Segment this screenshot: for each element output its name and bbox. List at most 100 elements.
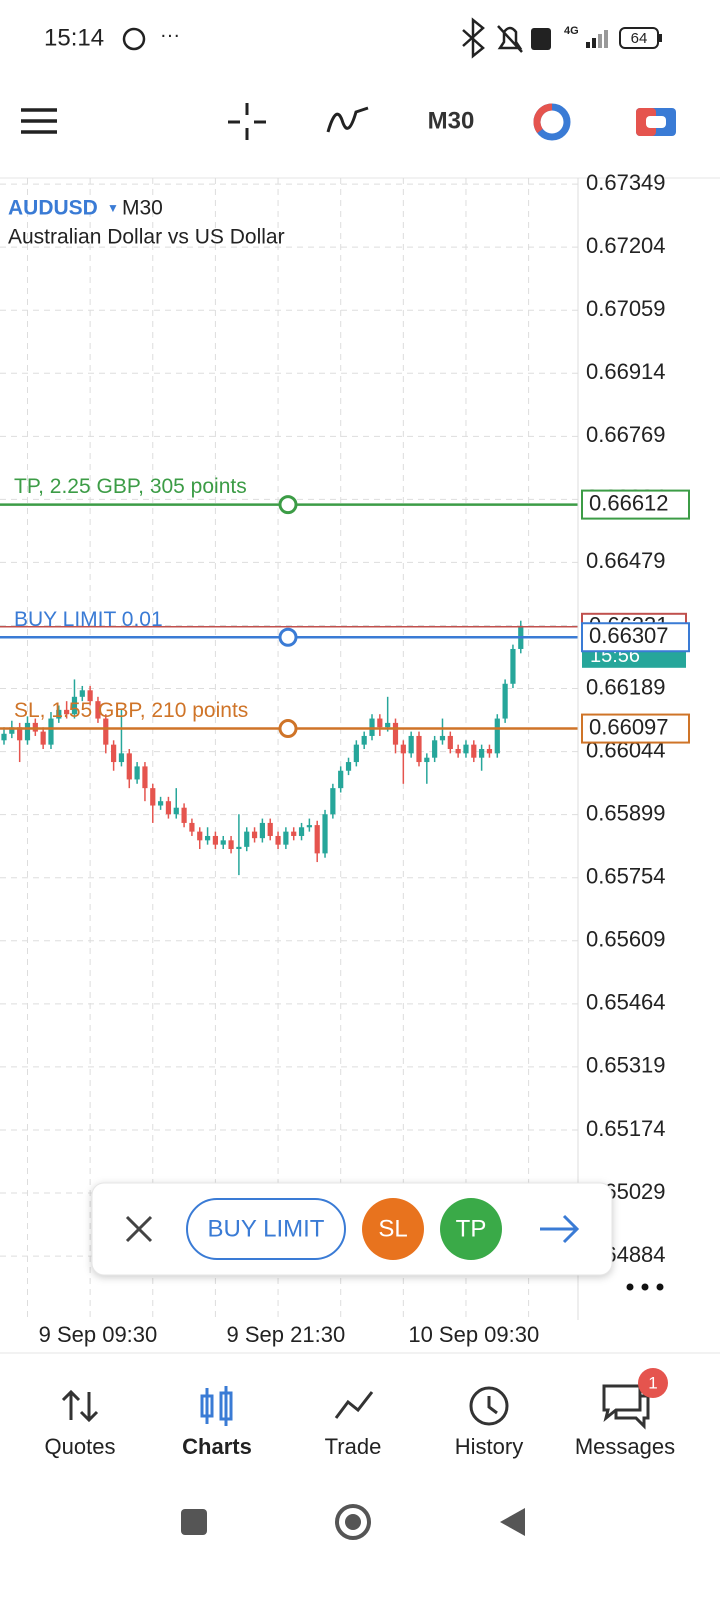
level-box	[581, 489, 690, 520]
candle-body	[408, 735, 414, 754]
candle-body	[424, 757, 430, 763]
recents-button[interactable]	[181, 1509, 207, 1535]
nav-tab[interactable]: History	[455, 1434, 523, 1459]
candle-body	[486, 749, 493, 754]
candle-body	[502, 683, 508, 719]
badge	[638, 1368, 668, 1398]
candle-body	[330, 788, 336, 815]
history-icon	[469, 1386, 509, 1426]
y-tick-label: 0.67204	[586, 233, 666, 258]
battery-level: 64	[631, 30, 648, 47]
chart: 0.67349 0.67204 0.67059 0.66914 0.66769 0.666…	[0, 170, 690, 1347]
badge-count: 1	[648, 1373, 657, 1392]
level-box	[581, 622, 690, 653]
close-button[interactable]	[125, 1215, 153, 1243]
symbol-dropdown[interactable]: ▼	[107, 201, 119, 215]
next-button[interactable]	[540, 1214, 580, 1244]
y-tick-label: 0.67349	[586, 170, 666, 195]
level-label: SL, 1.55 GBP, 210 points	[14, 699, 248, 722]
candle-body	[322, 814, 328, 854]
candle-body	[306, 825, 312, 828]
battery-icon	[619, 27, 659, 49]
order-type-label: BUY LIMIT	[208, 1215, 325, 1242]
candle-body	[369, 718, 375, 736]
candle-body	[142, 766, 148, 789]
y-tick-label: 0.66189	[586, 674, 666, 699]
nav-tabs: Quotes Charts Trade History Messages	[45, 1434, 676, 1459]
candle-body	[189, 822, 195, 832]
y-tick-label: 0.65464	[586, 990, 666, 1015]
nav-icons	[61, 1384, 650, 1430]
battery-tip	[659, 34, 662, 42]
candle-body	[338, 770, 344, 789]
candle-body	[298, 827, 305, 836]
tp-button[interactable]	[440, 1198, 502, 1260]
trade-icon	[334, 1391, 374, 1419]
network-type: 4G	[564, 25, 579, 37]
trade-button-inner	[646, 116, 666, 128]
candle-body	[353, 744, 359, 763]
more-button[interactable]	[626, 1283, 664, 1291]
y-tick-label: 0.66914	[586, 359, 666, 384]
candle-body	[439, 735, 446, 741]
y-tick-label: 0.66479	[586, 548, 666, 573]
home-button-dot	[345, 1514, 361, 1530]
candle-body	[40, 731, 46, 745]
level-handle[interactable]	[278, 495, 298, 515]
candle-body	[118, 753, 125, 763]
candle-body	[228, 840, 234, 850]
x-tick-label: 10 Sep 09:30	[408, 1322, 539, 1347]
candle-body	[463, 744, 469, 754]
symbol[interactable]: AUDUSD	[8, 197, 98, 220]
y-tick-label: 0.67059	[586, 296, 666, 321]
candle-body	[71, 696, 78, 715]
level-box	[581, 713, 690, 744]
home-button[interactable]	[335, 1504, 371, 1540]
candle-body	[79, 690, 85, 697]
candle-body	[126, 753, 132, 780]
candle-body	[158, 801, 164, 806]
candle-body	[204, 835, 211, 841]
order-type-button[interactable]	[186, 1198, 346, 1260]
y-tick-label: 0.65899	[586, 800, 666, 825]
nav-tab[interactable]: Quotes	[45, 1434, 116, 1459]
candle-body	[361, 735, 367, 745]
candle-body	[1, 733, 7, 741]
symbol-description: Australian Dollar vs US Dollar	[8, 226, 285, 249]
more-icon: ···	[160, 24, 180, 46]
candle-body	[181, 807, 187, 823]
timeframe-button[interactable]: M30	[428, 107, 475, 134]
level-handle[interactable]	[278, 627, 298, 647]
candle-body	[103, 718, 109, 745]
candle-body	[251, 831, 258, 839]
y-tick-label: 0.65319	[586, 1053, 666, 1078]
y-tick-label: 0.65609	[586, 927, 666, 952]
candle-body	[455, 749, 461, 754]
nav-tab[interactable]: Trade	[325, 1434, 382, 1459]
candle-body	[471, 744, 477, 758]
nav-tab[interactable]: Charts	[182, 1434, 252, 1459]
candle-body	[479, 749, 485, 758]
indicators-button[interactable]	[326, 106, 369, 133]
level-handle[interactable]	[278, 719, 298, 739]
menu-button[interactable]	[21, 108, 57, 134]
candle-body	[87, 690, 93, 702]
y-tick-label: 0.65174	[586, 1116, 666, 1141]
crosshair-button[interactable]	[228, 103, 266, 140]
level-price: 0.66612	[589, 490, 669, 515]
candle-body	[48, 718, 54, 745]
y-tick-label: 0.66769	[586, 422, 666, 447]
candle-body	[345, 762, 352, 771]
level-label: TP, 2.25 GBP, 305 points	[14, 475, 247, 498]
candle-body	[385, 722, 391, 728]
candle-body	[447, 735, 453, 749]
x-tick-label: 9 Sep 09:30	[39, 1322, 158, 1347]
charts-icon	[200, 1386, 233, 1426]
back-button[interactable]	[500, 1508, 525, 1536]
bluetooth-icon	[462, 17, 485, 59]
nav-tab[interactable]: Messages	[575, 1434, 675, 1459]
mute-icon	[497, 25, 523, 53]
sl-button[interactable]	[362, 1198, 424, 1260]
x-tick-label: 9 Sep 21:30	[227, 1322, 346, 1347]
